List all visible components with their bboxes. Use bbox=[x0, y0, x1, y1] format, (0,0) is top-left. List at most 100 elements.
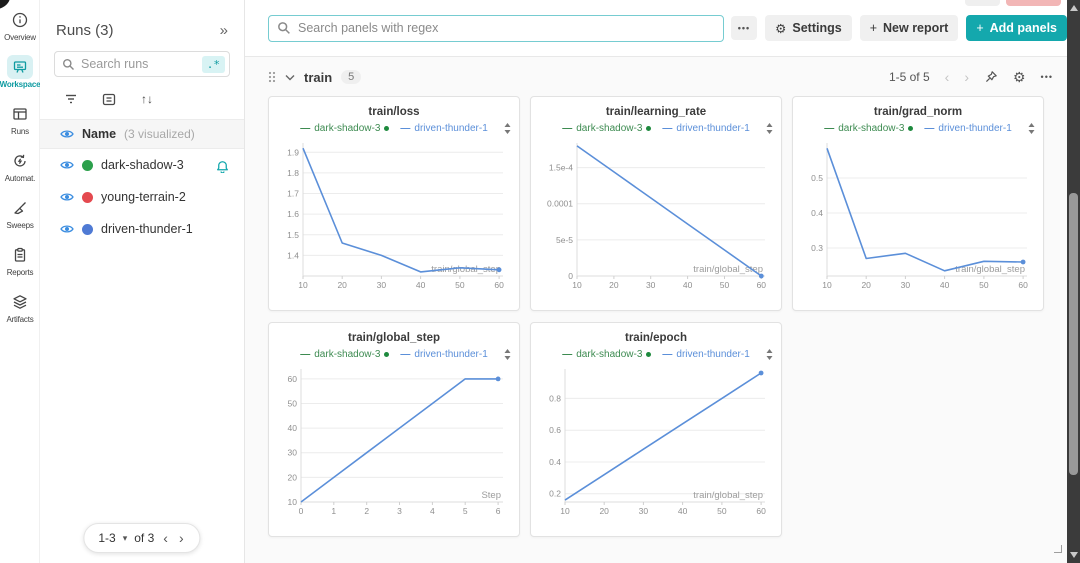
legend-item[interactable]: — dark-shadow-3 bbox=[824, 123, 914, 134]
run-color-dot bbox=[82, 223, 93, 235]
chart-plot[interactable]: 0.3 0.4 0.5 10 20 30 40 50 60 train/global_step bbox=[801, 137, 1037, 293]
artifacts-layers-icon bbox=[7, 290, 33, 314]
sidebar-item-runs[interactable]: Runs bbox=[0, 102, 40, 136]
sidebar-item-overview[interactable]: Overview bbox=[0, 8, 40, 42]
page-size-caret-icon[interactable]: ▾ bbox=[122, 532, 128, 543]
sidebar-item-reports[interactable]: Reports bbox=[0, 243, 40, 277]
run-row[interactable]: dark-shadow-3 bbox=[40, 149, 244, 181]
search-runs-input[interactable]: Search runs .* bbox=[54, 51, 230, 77]
chart-panel[interactable]: train/learning_rate — dark-shadow-3 — drive… bbox=[530, 96, 782, 311]
run-row[interactable]: driven-thunder-1 bbox=[40, 213, 244, 245]
svg-text:10: 10 bbox=[288, 497, 298, 507]
eye-icon[interactable] bbox=[60, 192, 74, 202]
sidebar-item-workspace[interactable]: Workspace bbox=[0, 55, 41, 89]
new-report-button[interactable]: + New report bbox=[859, 15, 959, 41]
section-name[interactable]: train bbox=[304, 69, 333, 85]
legend-item[interactable]: — dark-shadow-3 bbox=[300, 349, 390, 360]
svg-text:0.5: 0.5 bbox=[811, 173, 823, 183]
chart-plot[interactable]: 0.2 0.4 0.6 0.8 10 20 30 40 50 60 train/global_ste… bbox=[539, 363, 775, 519]
runs-column-name[interactable]: Name bbox=[82, 127, 117, 141]
page-range[interactable]: 1-3 bbox=[98, 531, 116, 545]
toolbar-more-button[interactable]: ••• bbox=[730, 16, 758, 40]
svg-text:20: 20 bbox=[337, 280, 347, 290]
eye-icon[interactable] bbox=[60, 129, 74, 139]
run-name[interactable]: driven-thunder-1 bbox=[101, 222, 193, 236]
section-more-icon[interactable]: ••• bbox=[1040, 72, 1053, 82]
run-name[interactable]: young-terrain-2 bbox=[101, 190, 186, 204]
legend-item[interactable]: — driven-thunder-1 bbox=[924, 123, 1012, 134]
section-prev-icon[interactable]: ‹ bbox=[944, 69, 950, 85]
svg-text:10: 10 bbox=[572, 280, 582, 290]
prev-page-icon[interactable]: ‹ bbox=[163, 530, 168, 546]
chart-panel[interactable]: train/global_step — dark-shadow-3 — driven-… bbox=[268, 322, 520, 537]
legend-item[interactable]: — dark-shadow-3 bbox=[300, 123, 390, 134]
svg-text:Step: Step bbox=[481, 490, 501, 501]
scroll-down-icon[interactable] bbox=[1069, 552, 1078, 558]
bell-icon[interactable] bbox=[215, 158, 230, 173]
resize-chart-icon[interactable] bbox=[766, 349, 773, 363]
run-color-dot bbox=[82, 191, 93, 203]
sweeps-broom-icon bbox=[7, 196, 33, 220]
legend-item[interactable]: — driven-thunder-1 bbox=[662, 123, 750, 134]
chart-title: train/epoch bbox=[625, 332, 687, 344]
chart-plot[interactable]: 1.4 1.5 1.6 1.7 1.8 1.9 10 20 30 40 50 60 train/glob… bbox=[277, 137, 513, 293]
scrollbar-thumb[interactable] bbox=[1069, 193, 1078, 475]
legend-item[interactable]: — driven-thunder-1 bbox=[400, 349, 488, 360]
svg-text:train/global_step: train/global_step bbox=[431, 264, 501, 275]
legend-item[interactable]: — driven-thunder-1 bbox=[662, 349, 750, 360]
page-total: of 3 bbox=[134, 531, 155, 545]
sidebar-item-sweeps[interactable]: Sweeps bbox=[0, 196, 40, 230]
svg-text:20: 20 bbox=[599, 506, 609, 516]
svg-text:0.8: 0.8 bbox=[549, 393, 561, 403]
pin-icon[interactable] bbox=[984, 70, 998, 84]
section-gear-icon[interactable]: ⚙ bbox=[1012, 68, 1026, 85]
chart-panel[interactable]: train/epoch — dark-shadow-3 — driven-thunde… bbox=[530, 322, 782, 537]
add-panels-button[interactable]: + Add panels bbox=[966, 15, 1067, 41]
collapse-panel-icon[interactable]: » bbox=[219, 22, 228, 39]
chart-panel[interactable]: train/loss — dark-shadow-3 — driven-thunder… bbox=[268, 96, 520, 311]
settings-button[interactable]: ⚙ Settings bbox=[765, 15, 852, 41]
svg-text:train/global_step: train/global_step bbox=[955, 264, 1025, 275]
svg-text:0.4: 0.4 bbox=[549, 457, 561, 467]
vertical-scrollbar[interactable] bbox=[1067, 0, 1080, 563]
run-name[interactable]: dark-shadow-3 bbox=[101, 158, 184, 172]
chart-legend: — dark-shadow-3 — driven-thunder-1 bbox=[793, 121, 1043, 136]
drag-handle-icon[interactable] bbox=[268, 71, 276, 83]
group-table-icon[interactable] bbox=[98, 89, 120, 109]
svg-text:6: 6 bbox=[496, 506, 501, 516]
legend-item[interactable]: — driven-thunder-1 bbox=[400, 123, 488, 134]
chart-legend: — dark-shadow-3 — driven-thunder-1 bbox=[531, 347, 781, 362]
resize-chart-icon[interactable] bbox=[1028, 123, 1035, 137]
gear-icon: ⚙ bbox=[775, 21, 787, 36]
sidebar-item-automations[interactable]: Automat. bbox=[0, 149, 40, 183]
legend-item[interactable]: — dark-shadow-3 bbox=[562, 123, 652, 134]
chart-plot[interactable]: 10 20 30 40 50 60 0 1 2 3 4 5 6 Step bbox=[277, 363, 513, 519]
chevron-down-icon[interactable] bbox=[285, 74, 295, 81]
eye-icon[interactable] bbox=[60, 224, 74, 234]
svg-text:60: 60 bbox=[288, 374, 298, 384]
scroll-up-icon[interactable] bbox=[1069, 5, 1078, 11]
eye-icon[interactable] bbox=[60, 160, 74, 170]
chart-title: train/global_step bbox=[347, 332, 441, 344]
legend-item[interactable]: — dark-shadow-3 bbox=[562, 349, 652, 360]
panel-grid: train/loss — dark-shadow-3 — driven-thunder… bbox=[268, 96, 1067, 537]
partial-toolbar-button bbox=[1006, 0, 1061, 6]
svg-text:50: 50 bbox=[717, 506, 727, 516]
svg-text:1.4: 1.4 bbox=[287, 250, 299, 260]
svg-text:1: 1 bbox=[331, 506, 336, 516]
sort-icon[interactable]: ↑↓ bbox=[141, 92, 153, 106]
next-page-icon[interactable]: › bbox=[178, 530, 184, 546]
resize-chart-icon[interactable] bbox=[766, 123, 773, 137]
section-next-icon[interactable]: › bbox=[964, 69, 969, 85]
filter-icon[interactable] bbox=[60, 89, 82, 109]
resize-chart-icon[interactable] bbox=[504, 349, 511, 363]
run-row[interactable]: young-terrain-2 bbox=[40, 181, 244, 213]
regex-toggle[interactable]: .* bbox=[201, 55, 225, 73]
sidebar-item-artifacts[interactable]: Artifacts bbox=[0, 290, 40, 324]
resize-chart-icon[interactable] bbox=[504, 123, 511, 137]
chart-panel[interactable]: train/grad_norm — dark-shadow-3 — driven-th… bbox=[792, 96, 1044, 311]
svg-text:1.5: 1.5 bbox=[287, 230, 299, 240]
svg-text:30: 30 bbox=[639, 506, 649, 516]
search-panels-input[interactable]: Search panels with regex bbox=[268, 14, 724, 42]
chart-plot[interactable]: 0 5e-5 0.0001 1.5e-4 10 20 30 40 50 60 train/globa… bbox=[539, 137, 775, 293]
